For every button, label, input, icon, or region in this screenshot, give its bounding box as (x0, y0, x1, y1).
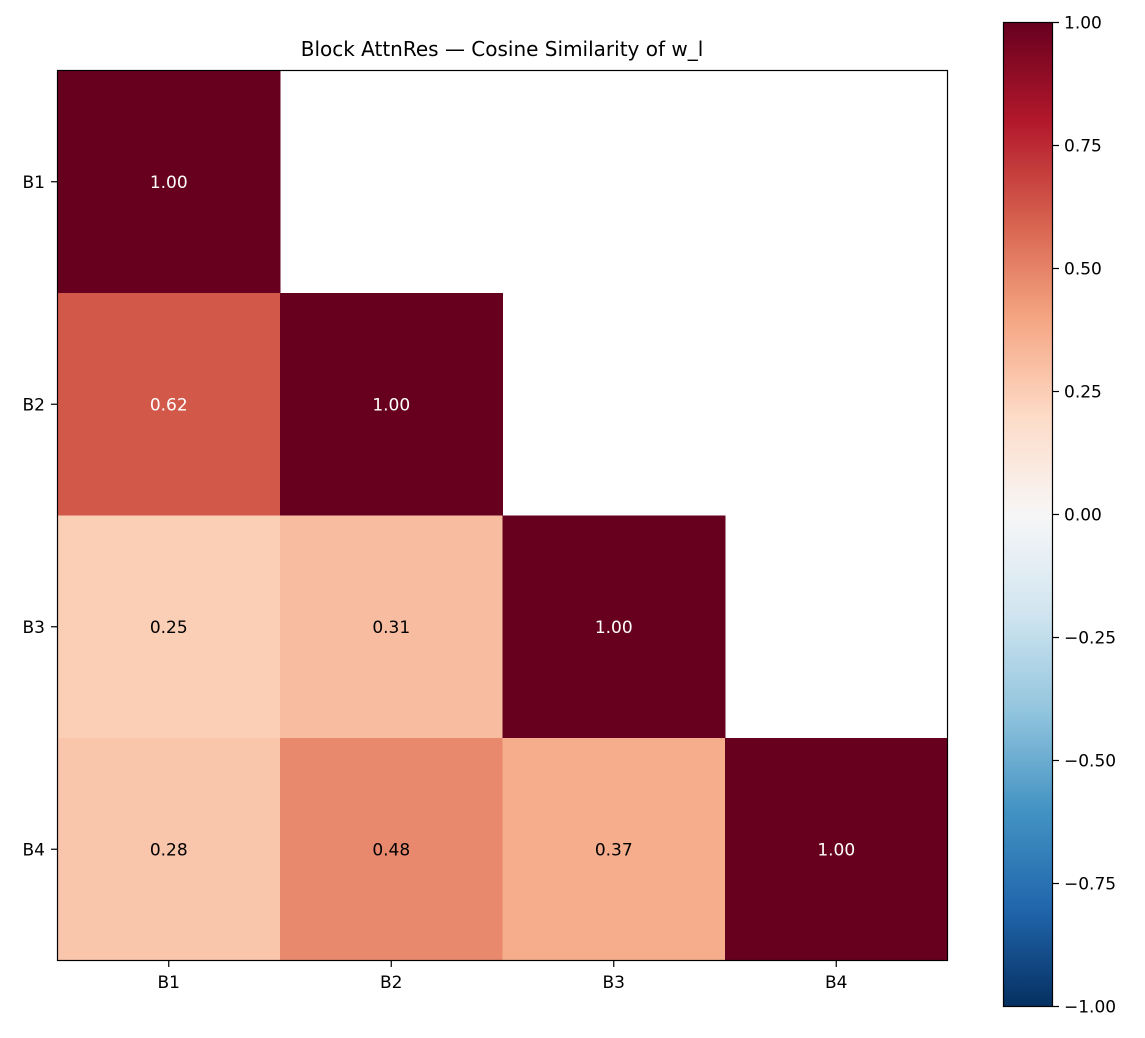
x-tick-label: B4 (825, 973, 847, 993)
y-tick-label: B3 (23, 618, 45, 638)
cell-value-label: 0.28 (150, 840, 188, 860)
cell-value-label: 0.48 (372, 840, 410, 860)
cell-labels: 1.00 0.62 1.00 0.25 0.31 1.00 0.28 0.48 0.37 1.00 (150, 173, 855, 861)
plot-frame (56, 69, 949, 962)
y-tick-label: B4 (23, 840, 45, 860)
heatmap-cells (57, 70, 948, 961)
colorbar-tick-label: −0.75 (1064, 875, 1116, 895)
x-axis: B1 B2 B3 B4 (158, 960, 847, 993)
cell-value-label: 0.62 (150, 395, 188, 415)
x-tick-label: B1 (158, 973, 180, 993)
cell-value-label: 0.31 (372, 618, 410, 638)
heatmap-cell (280, 293, 503, 516)
heatmap-cell (502, 738, 726, 961)
colorbar (1002, 21, 1054, 1008)
colorbar-tick-label: 0.00 (1064, 506, 1102, 526)
heatmap-cell (280, 738, 503, 961)
cell-value-label: 1.00 (150, 173, 188, 193)
colorbar-tick-label: 0.50 (1064, 260, 1102, 280)
heatmap-cell (57, 738, 281, 961)
heatmap-cell (57, 293, 281, 516)
y-axis: B1 B2 B3 B4 (23, 173, 58, 860)
colorbar-tick-label: 0.75 (1064, 137, 1102, 157)
y-tick-label: B1 (23, 173, 45, 193)
colorbar-axis: 1.00 0.75 0.50 0.25 0.00 −0.25 −0.50 −0.75 −1.00 (1052, 14, 1116, 1018)
colorbar-tick-label: −0.25 (1064, 629, 1116, 649)
cell-value-label: 0.25 (150, 618, 188, 638)
colorbar-tick-label: 0.25 (1064, 383, 1102, 403)
heatmap-cell (280, 515, 503, 739)
y-tick-label: B2 (23, 395, 45, 415)
chart-title: Block AttnRes — Cosine Similarity of w_l (301, 37, 704, 61)
x-tick-label: B2 (380, 973, 402, 993)
cell-value-label: 1.00 (372, 395, 410, 415)
heatmap-cell (725, 738, 948, 961)
x-tick-label: B3 (603, 973, 625, 993)
cell-value-label: 1.00 (817, 840, 855, 860)
cell-value-label: 0.37 (595, 840, 633, 860)
colorbar-tick-label: 1.00 (1064, 14, 1102, 34)
heatmap-cell (57, 515, 281, 739)
heatmap-cell (57, 70, 281, 294)
cell-value-label: 1.00 (595, 618, 633, 638)
colorbar-tick-label: −1.00 (1064, 998, 1116, 1018)
heatmap-cell (502, 515, 726, 739)
colorbar-tick-label: −0.50 (1064, 752, 1116, 772)
